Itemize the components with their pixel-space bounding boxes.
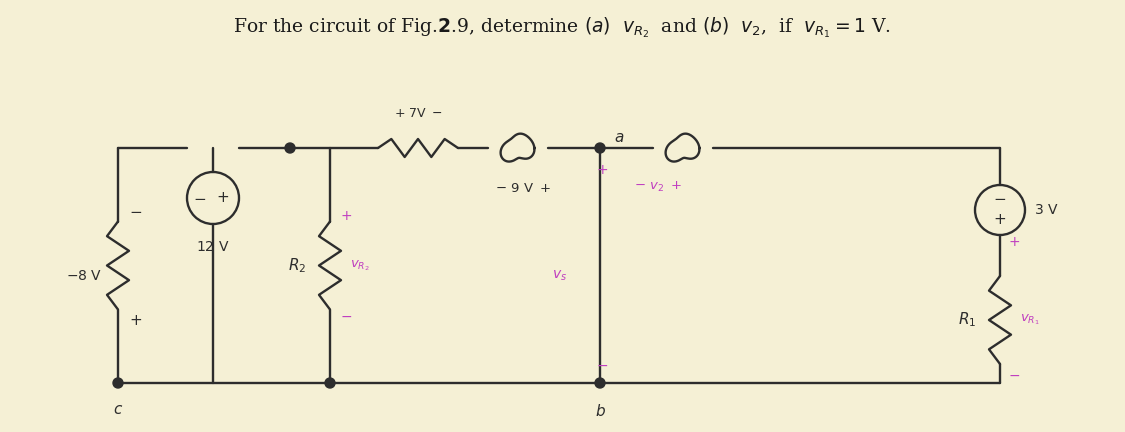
Text: $v_s$: $v_s$ [552,268,567,283]
Text: $+$: $+$ [1008,235,1020,249]
Text: $3\ \mathrm{V}$: $3\ \mathrm{V}$ [1034,203,1059,217]
Text: $-$: $-$ [193,191,207,206]
Text: $12\ \mathrm{V}$: $12\ \mathrm{V}$ [196,240,230,254]
Text: $R_2$: $R_2$ [288,256,306,275]
Text: $c$: $c$ [112,403,123,417]
Text: $+$: $+$ [596,163,608,177]
Text: $b$: $b$ [594,403,605,419]
Circle shape [325,378,335,388]
Text: $v_{R_2}$: $v_{R_2}$ [350,258,370,273]
Text: $+$: $+$ [216,191,229,206]
Text: $-\ v_2\ +$: $-\ v_2\ +$ [634,180,682,194]
Text: $v_{R_1}$: $v_{R_1}$ [1020,313,1040,327]
Text: $+$: $+$ [129,313,143,328]
Text: $-$: $-$ [993,191,1007,206]
Circle shape [595,378,605,388]
Text: $-$: $-$ [129,203,143,218]
Text: For the circuit of Fig.$\mathbf{2}$.9, determine $(a)$  $v_{R_2}$  and $(b)$  $v: For the circuit of Fig.$\mathbf{2}$.9, d… [233,16,891,40]
Text: $a$: $a$ [614,131,624,145]
Text: $+\ 7\mathrm{V}\ -$: $+\ 7\mathrm{V}\ -$ [394,107,442,120]
Text: $-$: $-$ [596,358,609,372]
Text: $+$: $+$ [993,213,1007,228]
Text: $-8\ \mathrm{V}$: $-8\ \mathrm{V}$ [65,269,102,283]
Text: $R_1$: $R_1$ [957,311,976,329]
Text: $-$: $-$ [340,308,352,323]
Text: $+$: $+$ [340,209,352,222]
Text: $-$: $-$ [1008,368,1020,382]
Circle shape [112,378,123,388]
Circle shape [595,143,605,153]
Circle shape [285,143,295,153]
Text: $-\ 9\ \mathrm{V}\ +$: $-\ 9\ \mathrm{V}\ +$ [495,182,551,195]
